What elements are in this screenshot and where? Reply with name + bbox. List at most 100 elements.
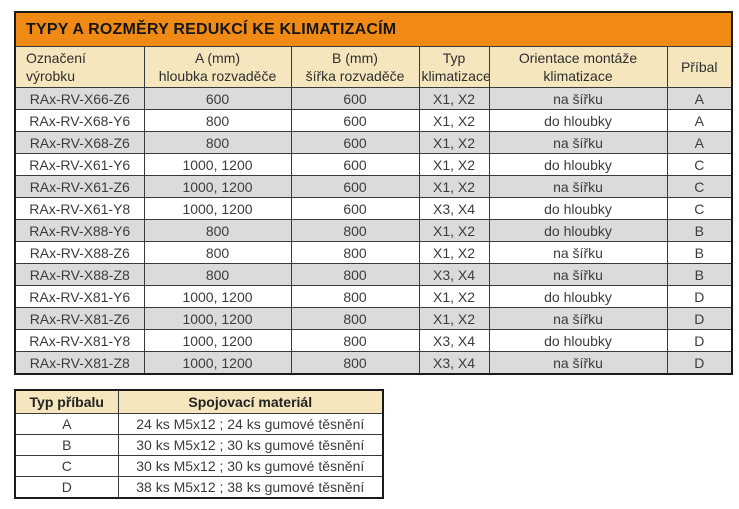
table-cell: 600 [290,87,420,110]
table-cell: X3, X4 [418,329,490,352]
table-cell: A [666,131,733,154]
table-cell: A [666,87,733,110]
table-cell: D [666,351,733,375]
table-row: RAx-RV-X66-Z6 600 600 X1, X2 na šířku A [14,87,733,110]
table-row: RAx-RV-X61-Y6 1000, 1200 600 X1, X2 do hloub… [14,153,733,176]
table-cell: 800 [290,241,420,264]
table-cell: 800 [143,219,292,242]
table-cell: 800 [290,329,420,352]
table-cell: RAx-RV-X81-Y6 [14,285,145,308]
table-cell: 30 ks M5x12 ; 30 ks gumové těsnění [117,455,384,477]
table-row: B 30 ks M5x12 ; 30 ks gumové těsnění [14,434,384,456]
table-cell: 800 [143,131,292,154]
table-cell: 1000, 1200 [143,285,292,308]
table-cell: RAx-RV-X66-Z6 [14,87,145,110]
main-table-title: TYPY A ROZMĚRY REDUKCÍ KE KLIMATIZACÍM [14,11,733,47]
table-cell: RAx-RV-X61-Y8 [14,197,145,220]
table-cell: X3, X4 [418,263,490,286]
table-cell: B [666,263,733,286]
table-cell: 1000, 1200 [143,175,292,198]
table-cell: RAx-RV-X88-Z8 [14,263,145,286]
table-row: RAx-RV-X81-Y6 1000, 1200 800 X1, X2 do hloub… [14,285,733,308]
acc-header-joining-material: Spojovací materiál [117,389,384,414]
table-row: C 30 ks M5x12 ; 30 ks gumové těsnění [14,455,384,477]
table-cell: RAx-RV-X88-Z6 [14,241,145,264]
table-row: RAx-RV-X68-Z6 800 600 X1, X2 na šířku A [14,131,733,154]
table-cell: RAx-RV-X61-Y6 [14,153,145,176]
table-cell: 600 [290,153,420,176]
col-header-depth-a: A (mm) hloubka rozvaděče [143,46,292,88]
table-cell: X1, X2 [418,307,490,330]
table-row: D 38 ks M5x12 ; 38 ks gumové těsnění [14,476,384,499]
accessory-table-header-row: Typ příbalu Spojovací materiál [14,389,384,414]
main-table-section: TYPY A ROZMĚRY REDUKCÍ KE KLIMATIZACÍM O… [14,11,733,375]
table-cell: 600 [290,131,420,154]
table-cell: X1, X2 [418,109,490,132]
table-cell: do hloubky [488,109,668,132]
table-cell: RAx-RV-X81-Y8 [14,329,145,352]
table-cell: D [666,307,733,330]
table-row: RAx-RV-X81-Y8 1000, 1200 800 X3, X4 do hloub… [14,329,733,352]
table-cell: D [666,285,733,308]
table-cell: do hloubky [488,329,668,352]
table-row: RAx-RV-X68-Y6 800 600 X1, X2 do hloubky A [14,109,733,132]
table-cell: A [14,413,119,435]
table-cell: X1, X2 [418,175,490,198]
table-cell: 600 [290,109,420,132]
table-cell: 600 [143,87,292,110]
title-row: TYPY A ROZMĚRY REDUKCÍ KE KLIMATIZACÍM [14,11,733,47]
table-cell: do hloubky [488,285,668,308]
table-cell: na šířku [488,175,668,198]
table-cell: X3, X4 [418,197,490,220]
table-cell: na šířku [488,241,668,264]
table-cell: 24 ks M5x12 ; 24 ks gumové těsnění [117,413,384,435]
table-cell: 38 ks M5x12 ; 38 ks gumové těsnění [117,476,384,499]
table-cell: D [14,476,119,499]
col-header-product-code: Označení výrobku [14,46,145,88]
table-cell: B [14,434,119,456]
table-cell: 600 [290,175,420,198]
table-cell: 800 [143,109,292,132]
table-row: RAx-RV-X81-Z6 1000, 1200 800 X1, X2 na šířku… [14,307,733,330]
col-header-mount-orientation: Orientace montáže klimatizace [488,46,668,88]
table-cell: na šířku [488,87,668,110]
table-cell: 800 [290,351,420,375]
table-cell: 800 [290,219,420,242]
table-cell: 1000, 1200 [143,329,292,352]
table-cell: 800 [290,285,420,308]
table-cell: RAx-RV-X81-Z8 [14,351,145,375]
acc-header-pack-type: Typ příbalu [14,389,119,414]
col-header-ac-type: Typ klimatizace [418,46,490,88]
accessory-table: Typ příbalu Spojovací materiál A 24 ks M5… [14,389,384,499]
table-row: RAx-RV-X81-Z8 1000, 1200 800 X3, X4 na šířku… [14,351,733,375]
table-cell: 800 [143,241,292,264]
table-cell: B [666,219,733,242]
table-cell: RAx-RV-X68-Y6 [14,109,145,132]
table-cell: 1000, 1200 [143,153,292,176]
main-table: TYPY A ROZMĚRY REDUKCÍ KE KLIMATIZACÍM O… [14,11,733,375]
table-cell: X1, X2 [418,285,490,308]
table-cell: 600 [290,197,420,220]
table-row: RAx-RV-X61-Z6 1000, 1200 600 X1, X2 na šířku… [14,175,733,198]
table-cell: do hloubky [488,197,668,220]
table-cell: X1, X2 [418,153,490,176]
table-cell: D [666,329,733,352]
table-cell: B [666,241,733,264]
table-cell: 1000, 1200 [143,307,292,330]
table-row: RAx-RV-X88-Z6 800 800 X1, X2 na šířku B [14,241,733,264]
table-cell: X1, X2 [418,241,490,264]
table-cell: 800 [290,263,420,286]
table-row: A 24 ks M5x12 ; 24 ks gumové těsnění [14,413,384,435]
col-header-width-b: B (mm) šířka rozvaděče [290,46,420,88]
table-cell: do hloubky [488,153,668,176]
table-cell: na šířku [488,263,668,286]
table-cell: C [14,455,119,477]
table-cell: na šířku [488,307,668,330]
col-header-accessory-pack: Příbal [666,46,733,88]
table-cell: A [666,109,733,132]
table-cell: X1, X2 [418,219,490,242]
table-cell: 800 [290,307,420,330]
table-cell: C [666,153,733,176]
table-cell: X1, X2 [418,87,490,110]
table-cell: 800 [143,263,292,286]
